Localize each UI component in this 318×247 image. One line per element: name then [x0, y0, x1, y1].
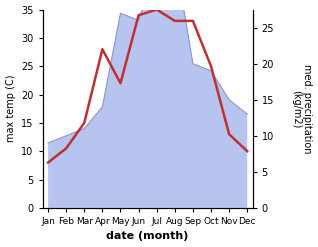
X-axis label: date (month): date (month) — [107, 231, 189, 242]
Y-axis label: med. precipitation
(kg/m2): med. precipitation (kg/m2) — [291, 64, 313, 153]
Y-axis label: max temp (C): max temp (C) — [5, 75, 16, 143]
